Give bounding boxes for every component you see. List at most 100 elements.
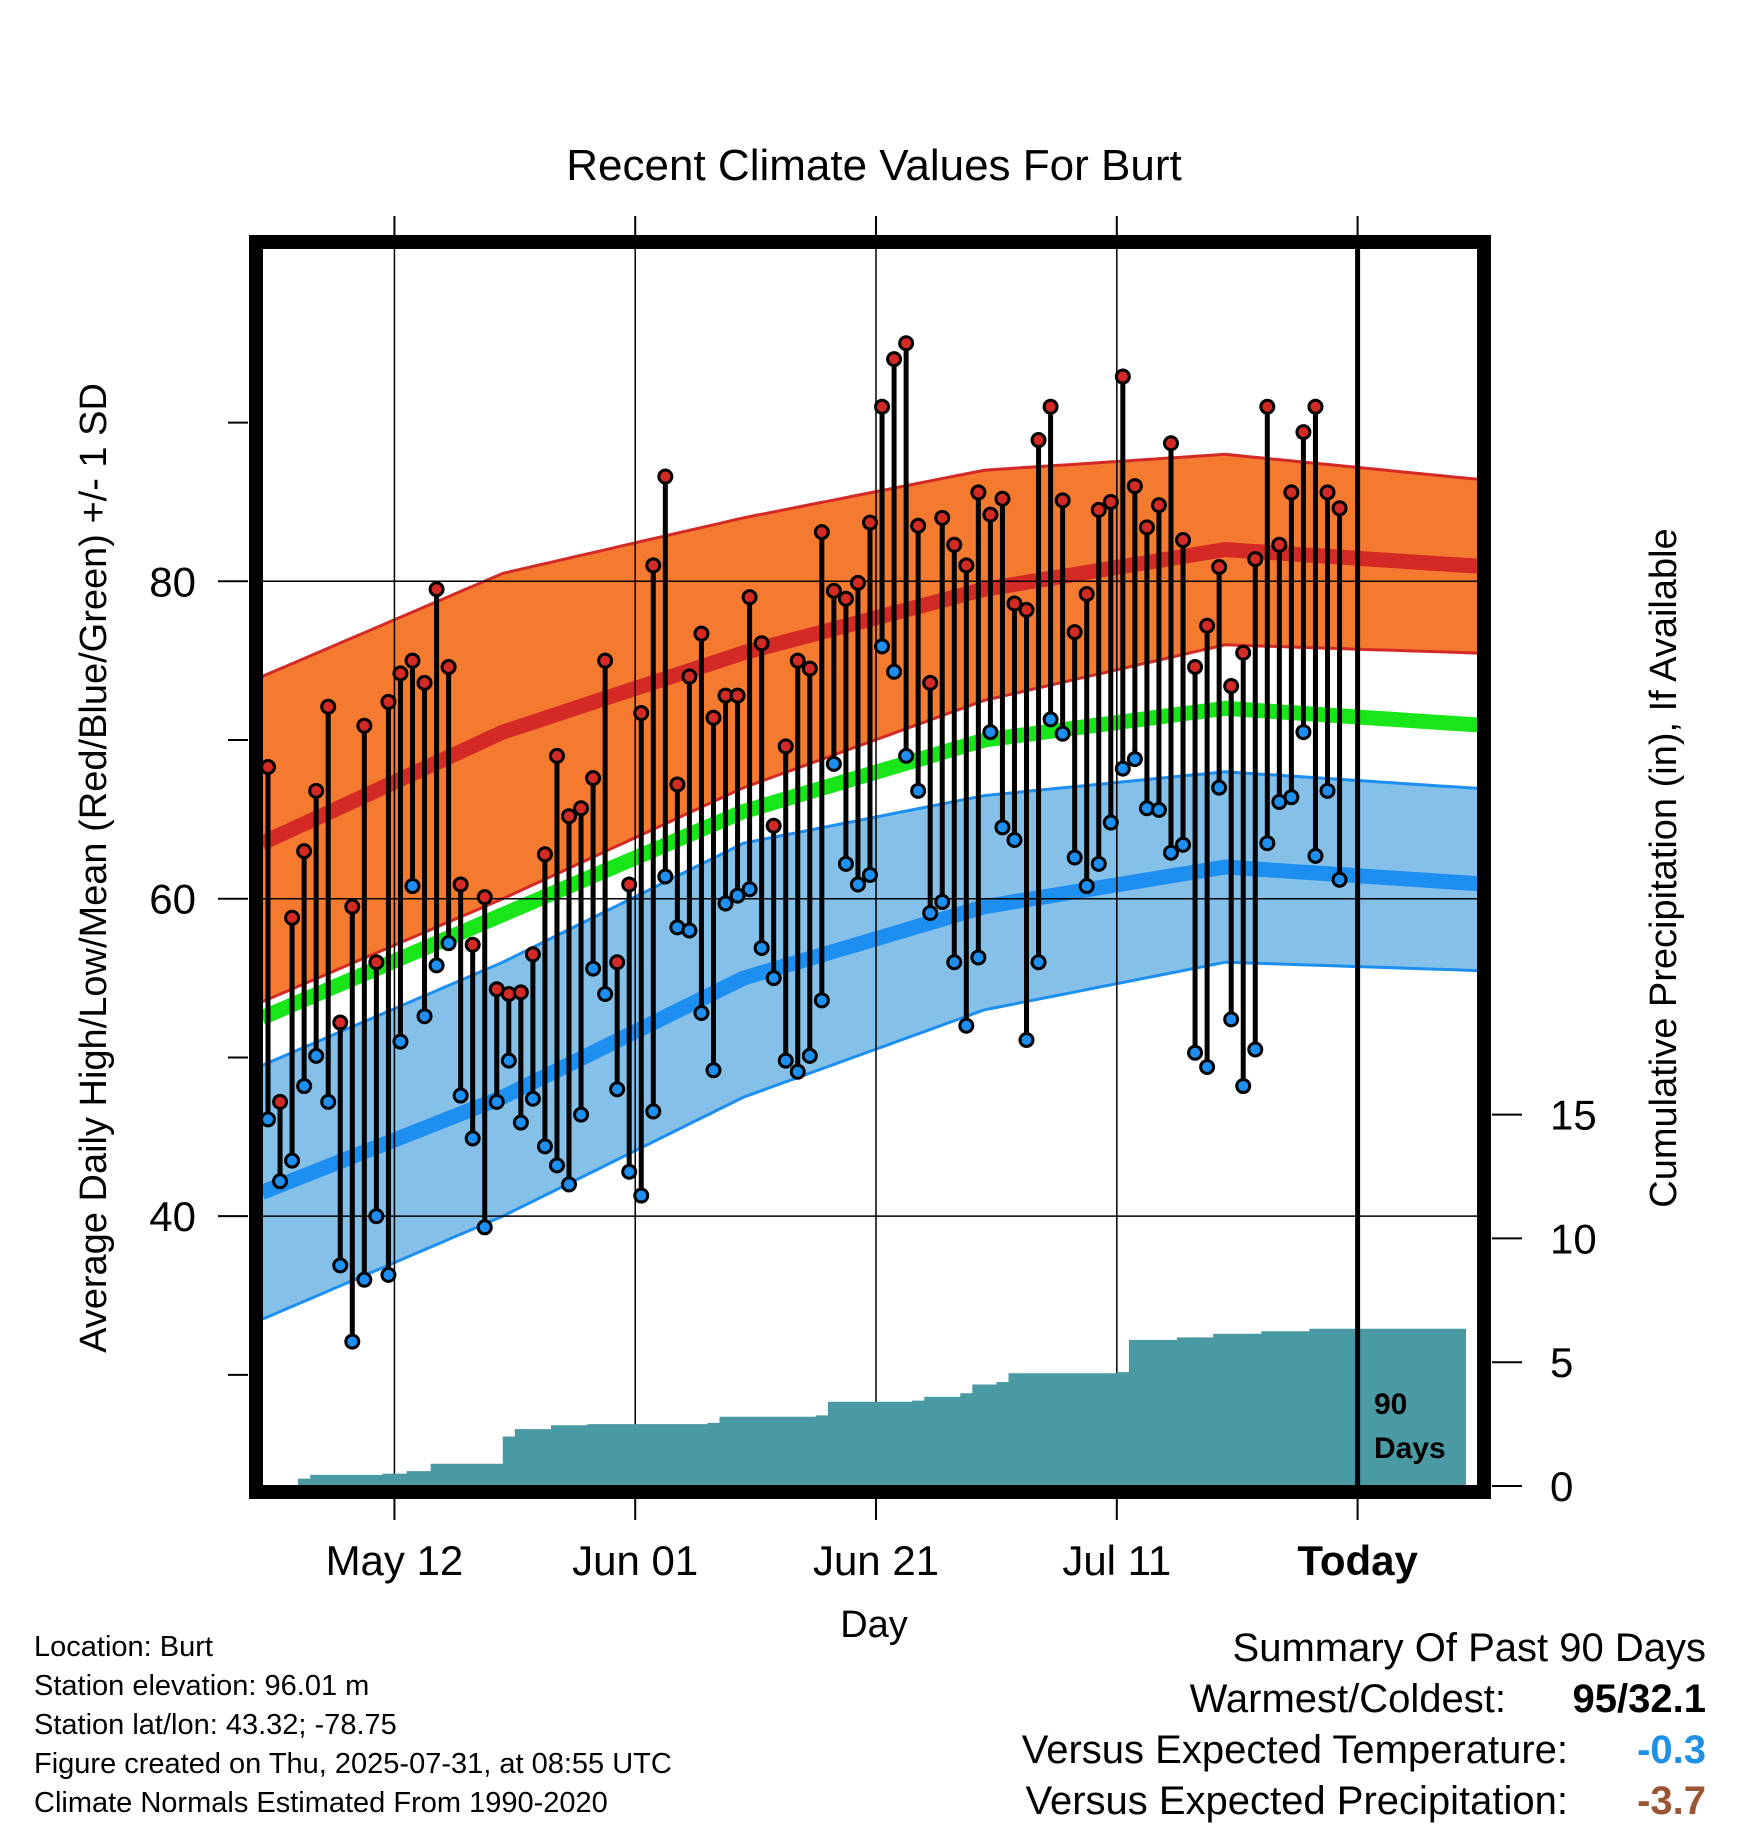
- daily-high-point-3: [296, 843, 313, 860]
- daily-high-point-32: [645, 557, 662, 574]
- daily-high-point-80: [1223, 678, 1240, 695]
- normal-low-line: [262, 859, 1478, 1200]
- daily-low-point-81: [1235, 1078, 1252, 1095]
- daily-high-point-58: [958, 557, 975, 574]
- x-tick-label-1: Jun 01: [572, 1537, 698, 1584]
- daily-high-point-56: [934, 509, 951, 526]
- daily-low-point-33: [657, 868, 674, 885]
- y-tick-label-0: 40: [149, 1193, 196, 1240]
- daily-high-point-31: [633, 705, 650, 722]
- daily-high-point-73: [1138, 519, 1155, 536]
- daily-high-point-44: [789, 652, 806, 669]
- daily-low-point-85: [1283, 789, 1300, 806]
- normals-text: Climate Normals Estimated From 1990-2020: [34, 1787, 608, 1819]
- daily-high-point-16: [452, 876, 469, 893]
- daily-low-point-77: [1187, 1044, 1204, 1061]
- daily-high-point-60: [982, 506, 999, 523]
- daily-low-point-23: [536, 1138, 553, 1155]
- daily-high-point-78: [1199, 617, 1216, 634]
- chart-title: Recent Climate Values For Burt: [566, 141, 1181, 190]
- x-tick-label-0: May 12: [326, 1537, 464, 1584]
- daily-low-point-58: [958, 1017, 975, 1034]
- daily-high-point-0: [262, 759, 277, 776]
- daily-low-point-49: [849, 876, 866, 893]
- y2-tick-label-3: 15: [1550, 1092, 1597, 1139]
- daily-low-point-45: [801, 1047, 818, 1064]
- daily-high-point-21: [512, 984, 529, 1001]
- daily-low-point-50: [862, 866, 878, 883]
- daily-high-point-81: [1235, 644, 1252, 661]
- daily-high-point-84: [1271, 536, 1288, 553]
- daily-low-point-78: [1199, 1058, 1216, 1075]
- daily-high-point-85: [1283, 484, 1300, 501]
- y-tick-label-2: 80: [149, 558, 196, 605]
- daily-low-point-86: [1295, 724, 1312, 741]
- y2-axis-label: Cumulative Precipitation (in), If Availa…: [1643, 528, 1685, 1207]
- daily-high-point-59: [970, 484, 987, 501]
- daily-low-point-54: [910, 782, 927, 799]
- daily-high-point-67: [1066, 624, 1083, 641]
- daily-low-point-41: [753, 939, 770, 956]
- daily-low-point-69: [1090, 855, 1107, 872]
- created-text: Figure created on Thu, 2025-07-31, at 08…: [34, 1748, 672, 1780]
- daily-high-point-34: [669, 776, 686, 793]
- precip-value: -3.7: [1637, 1779, 1706, 1823]
- y2-tick-label-0: 0: [1550, 1463, 1573, 1510]
- daily-low-point-19: [488, 1093, 505, 1110]
- daily-low-point-15: [440, 935, 457, 952]
- low-sd-band-lower-edge: [262, 960, 1478, 1321]
- daily-high-point-15: [440, 659, 457, 676]
- daily-high-point-63: [1018, 601, 1035, 618]
- daily-high-point-72: [1126, 478, 1143, 495]
- daily-low-point-8: [356, 1271, 373, 1288]
- daily-low-point-11: [392, 1033, 409, 1050]
- daily-high-point-26: [573, 800, 590, 817]
- daily-low-point-20: [500, 1052, 517, 1069]
- daily-low-point-40: [741, 881, 758, 898]
- daily-high-point-70: [1102, 493, 1119, 510]
- daily-high-point-66: [1054, 492, 1071, 509]
- daily-low-point-21: [512, 1114, 529, 1131]
- location-text: Location: Burt: [34, 1631, 213, 1663]
- daily-low-point-57: [946, 954, 963, 971]
- daily-low-point-24: [548, 1157, 565, 1174]
- daily-low-point-61: [994, 819, 1011, 836]
- daily-high-point-77: [1187, 659, 1204, 676]
- x-axis-label: Day: [840, 1604, 908, 1646]
- daily-low-point-39: [729, 887, 746, 904]
- daily-low-point-30: [621, 1163, 638, 1180]
- daily-high-point-86: [1295, 424, 1312, 441]
- daily-high-point-87: [1307, 398, 1324, 415]
- daily-high-point-83: [1259, 398, 1276, 415]
- daily-low-point-70: [1102, 814, 1119, 831]
- today-marker-line1: 90 Days: [1374, 1388, 1446, 1465]
- daily-high-point-54: [910, 517, 927, 534]
- daily-low-point-66: [1054, 725, 1071, 742]
- daily-high-point-23: [536, 846, 553, 863]
- daily-low-point-31: [633, 1187, 650, 1204]
- daily-low-point-80: [1223, 1011, 1240, 1028]
- daily-high-point-51: [874, 398, 891, 415]
- daily-low-point-16: [452, 1087, 469, 1104]
- daily-low-point-22: [524, 1090, 541, 1107]
- daily-low-point-74: [1150, 801, 1167, 818]
- daily-high-point-40: [741, 589, 758, 606]
- high-sd-band-upper-edge: [262, 452, 1478, 678]
- daily-low-point-6: [332, 1257, 349, 1274]
- y2-tick-label-1: 5: [1550, 1339, 1573, 1386]
- daily-high-point-2: [284, 909, 301, 926]
- precip-area: [262, 1327, 1466, 1486]
- daily-high-point-52: [886, 351, 903, 368]
- daily-high-point-53: [898, 335, 915, 352]
- daily-low-point-17: [464, 1130, 481, 1147]
- daily-low-point-75: [1162, 844, 1179, 861]
- daily-high-point-18: [476, 889, 493, 906]
- daily-high-point-4: [308, 782, 325, 799]
- daily-low-point-13: [416, 1008, 433, 1025]
- daily-low-point-29: [609, 1081, 626, 1098]
- daily-low-point-79: [1211, 779, 1228, 796]
- daily-high-point-12: [404, 652, 421, 669]
- daily-low-point-48: [837, 855, 854, 872]
- plot-area: [262, 248, 1478, 1486]
- daily-high-point-79: [1211, 559, 1228, 576]
